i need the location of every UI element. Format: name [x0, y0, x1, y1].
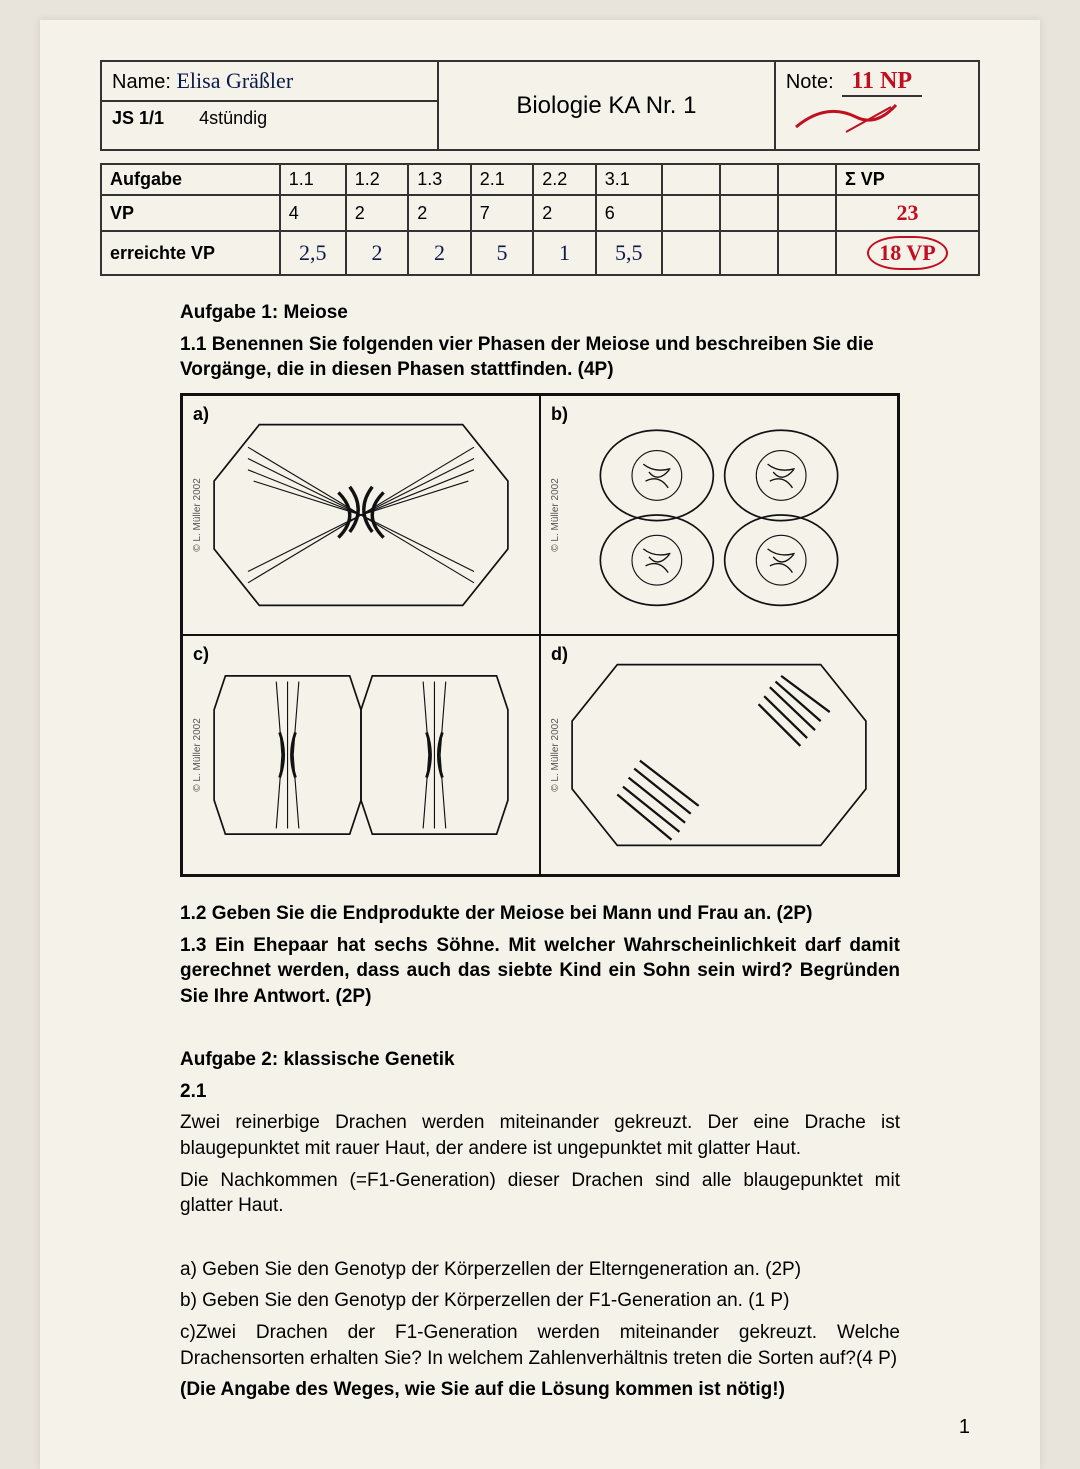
note-cell: Note: 11 NP [776, 62, 978, 149]
col-empty [662, 164, 720, 195]
row-label-vp: VP [101, 195, 280, 231]
col-2-1: 2.1 [471, 164, 533, 195]
js-label: JS 1/1 [112, 108, 164, 128]
task2-a: a) Geben Sie den Genotyp der Körperzelle… [180, 1257, 900, 1283]
score-table: Aufgabe 1.1 1.2 1.3 2.1 2.2 3.1 Σ VP VP … [100, 163, 980, 276]
diagram-credit: © L. Müller 2002 [549, 718, 563, 792]
task2-c: c)Zwei Drachen der F1-Generation werden … [180, 1320, 900, 1371]
task1-heading: Aufgabe 1: Meiose [180, 300, 900, 326]
reached-cell: 2 [346, 231, 408, 275]
col-2-2: 2.2 [533, 164, 595, 195]
row-label-aufgabe: Aufgabe [101, 164, 280, 195]
sum-max: 23 [836, 195, 979, 231]
reached-cell: 5,5 [596, 231, 662, 275]
task2-note: (Die Angabe des Weges, wie Sie auf die L… [180, 1377, 900, 1403]
meiosis-diagram-grid: a) © L. Müller 2002 [180, 393, 900, 877]
vp-cell [662, 195, 720, 231]
sum-label: Σ VP [836, 164, 979, 195]
diagram-cell-d: d) © L. Müller 2002 [540, 635, 898, 875]
col-1-1: 1.1 [280, 164, 346, 195]
anaphase-icon [547, 642, 891, 868]
diagram-cell-c: c) © L. Müller 2002 [182, 635, 540, 875]
name-value: Elisa Gräßler [176, 68, 293, 93]
task1-q11: 1.1 Benennen Sie folgenden vier Phasen d… [180, 332, 900, 383]
content: Aufgabe 1: Meiose 1.1 Benennen Sie folge… [100, 300, 980, 1403]
diagram-label-d: d) [551, 642, 568, 666]
page-number: 1 [959, 1416, 970, 1439]
reached-cell: 1 [533, 231, 595, 275]
task2-heading: Aufgabe 2: klassische Genetik [180, 1047, 900, 1073]
header-left: Name: Elisa Gräßler JS 1/1 4stündig [102, 62, 439, 149]
task1-q13: 1.3 Ein Ehepaar hat sechs Söhne. Mit wel… [180, 933, 900, 1010]
exam-title: Biologie KA Nr. 1 [439, 62, 776, 149]
vp-cell [720, 195, 778, 231]
table-row: Aufgabe 1.1 1.2 1.3 2.1 2.2 3.1 Σ VP [101, 164, 979, 195]
vp-cell: 6 [596, 195, 662, 231]
reached-cell [778, 231, 836, 275]
js-row: JS 1/1 4stündig [102, 102, 437, 135]
table-row: erreichte VP 2,5 2 2 5 1 5,5 18 VP [101, 231, 979, 275]
name-row: Name: Elisa Gräßler [102, 62, 437, 102]
diagram-label-c: c) [193, 642, 209, 666]
diagram-label-b: b) [551, 402, 568, 426]
vp-cell: 4 [280, 195, 346, 231]
diagram-credit: © L. Müller 2002 [191, 718, 205, 792]
exam-page: Name: Elisa Gräßler JS 1/1 4stündig Biol… [40, 20, 1040, 1469]
vp-cell: 2 [533, 195, 595, 231]
vp-cell [778, 195, 836, 231]
reached-cell: 2,5 [280, 231, 346, 275]
note-value: 11 NP [851, 68, 912, 94]
telophase2-icon [547, 402, 891, 628]
vp-cell: 2 [346, 195, 408, 231]
task2-intro2: Die Nachkommen (=F1-Generation) dieser D… [180, 1168, 900, 1219]
teacher-signature-icon [786, 97, 906, 137]
sum-got: 18 VP [836, 231, 979, 275]
row-label-reached: erreichte VP [101, 231, 280, 275]
vp-cell: 2 [408, 195, 470, 231]
reached-cell [720, 231, 778, 275]
task1-q12: 1.2 Geben Sie die Endprodukte der Meiose… [180, 901, 900, 927]
col-1-2: 1.2 [346, 164, 408, 195]
duration: 4stündig [199, 108, 267, 128]
header-block: Name: Elisa Gräßler JS 1/1 4stündig Biol… [100, 60, 980, 151]
metaphase-icon [189, 402, 533, 628]
note-label: Note: [786, 71, 834, 94]
diagram-credit: © L. Müller 2002 [191, 478, 205, 552]
col-1-3: 1.3 [408, 164, 470, 195]
name-label: Name: [112, 71, 171, 93]
col-3-1: 3.1 [596, 164, 662, 195]
metaphase2-icon [189, 642, 533, 868]
col-empty [778, 164, 836, 195]
reached-cell: 2 [408, 231, 470, 275]
vp-cell: 7 [471, 195, 533, 231]
reached-cell [662, 231, 720, 275]
diagram-cell-b: b) © L. Müller 2002 [540, 395, 898, 635]
table-row: VP 4 2 2 7 2 6 23 [101, 195, 979, 231]
col-empty [720, 164, 778, 195]
task2-intro1: Zwei reinerbige Drachen werden miteinand… [180, 1110, 900, 1161]
task2-sub: 2.1 [180, 1079, 900, 1105]
task2-b: b) Geben Sie den Genotyp der Körperzelle… [180, 1288, 900, 1314]
diagram-credit: © L. Müller 2002 [549, 478, 563, 552]
diagram-cell-a: a) © L. Müller 2002 [182, 395, 540, 635]
diagram-label-a: a) [193, 402, 209, 426]
reached-cell: 5 [471, 231, 533, 275]
